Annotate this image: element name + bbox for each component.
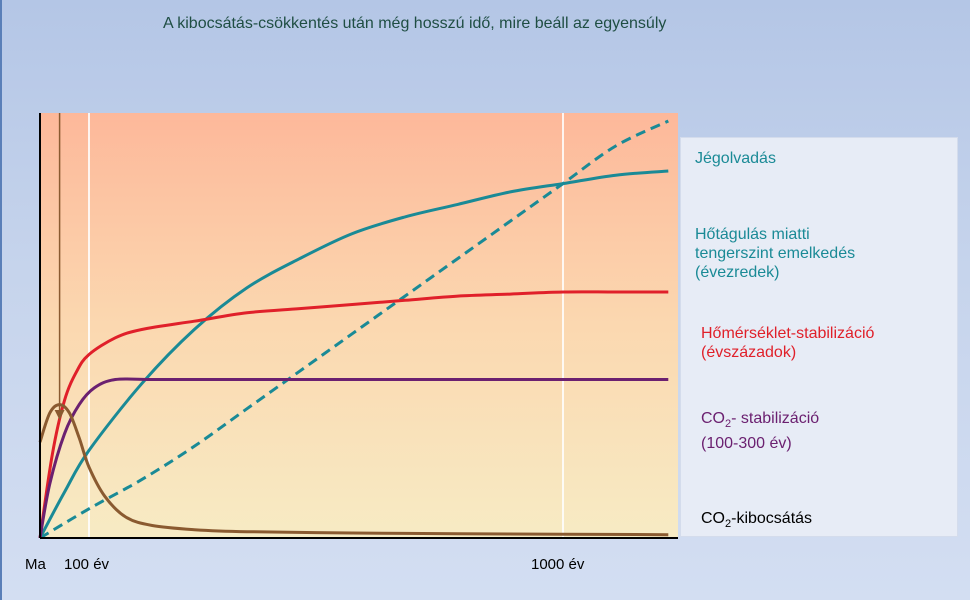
legend-ice-melt: Jégolvadás: [695, 149, 776, 168]
legend-temp-line2: (évszázadok): [701, 344, 797, 361]
plot-area: [40, 113, 678, 538]
series-line-3: [38, 377, 669, 539]
legend-temperature-stabilization: Hőmérséklet-stabilizáció (évszázadok): [701, 324, 874, 362]
series-line-1: [38, 169, 669, 539]
x-tick-label-0: Ma: [25, 556, 46, 573]
series-layer: [38, 119, 669, 540]
series-line-2: [38, 290, 669, 539]
legend-ice-melt-text: Jégolvadás: [695, 150, 776, 167]
legend-co2stab-line1: CO2- stabilizáció: [701, 410, 820, 431]
x-tick-label-2: 1000 év: [531, 556, 585, 573]
legend-thermal-line2: tengerszint emelkedés: [695, 245, 856, 262]
legend-thermal-line1: Hőtágulás miatti: [695, 226, 810, 243]
legend-thermal-line3: (évezredek): [695, 264, 780, 281]
legend-co2-emission: CO2-kibocsátás: [701, 510, 813, 531]
slide-edge: [0, 0, 2, 600]
legend-panel: Jégolvadás Hőtágulás miatti tengerszint …: [680, 137, 958, 537]
chart-title: A kibocsátás-csökkentés után még hosszú …: [163, 15, 667, 32]
arrow-layer: [54, 113, 65, 420]
tick-layer: Ma 100 év 1000 év: [25, 556, 585, 573]
series-line-4: [38, 403, 669, 537]
legend-thermal-expansion: Hőtágulás miatti tengerszint emelkedés (…: [695, 225, 855, 282]
legend-co2stab-line2: (100-300 év): [701, 435, 792, 453]
legend-co2-stabilization: CO2- stabilizáció (100-300 év): [701, 409, 819, 453]
x-tick-label-1: 100 év: [64, 556, 110, 573]
legend-temp-line1: Hőmérséklet-stabilizáció: [701, 325, 875, 342]
arrow-head: [54, 410, 65, 420]
